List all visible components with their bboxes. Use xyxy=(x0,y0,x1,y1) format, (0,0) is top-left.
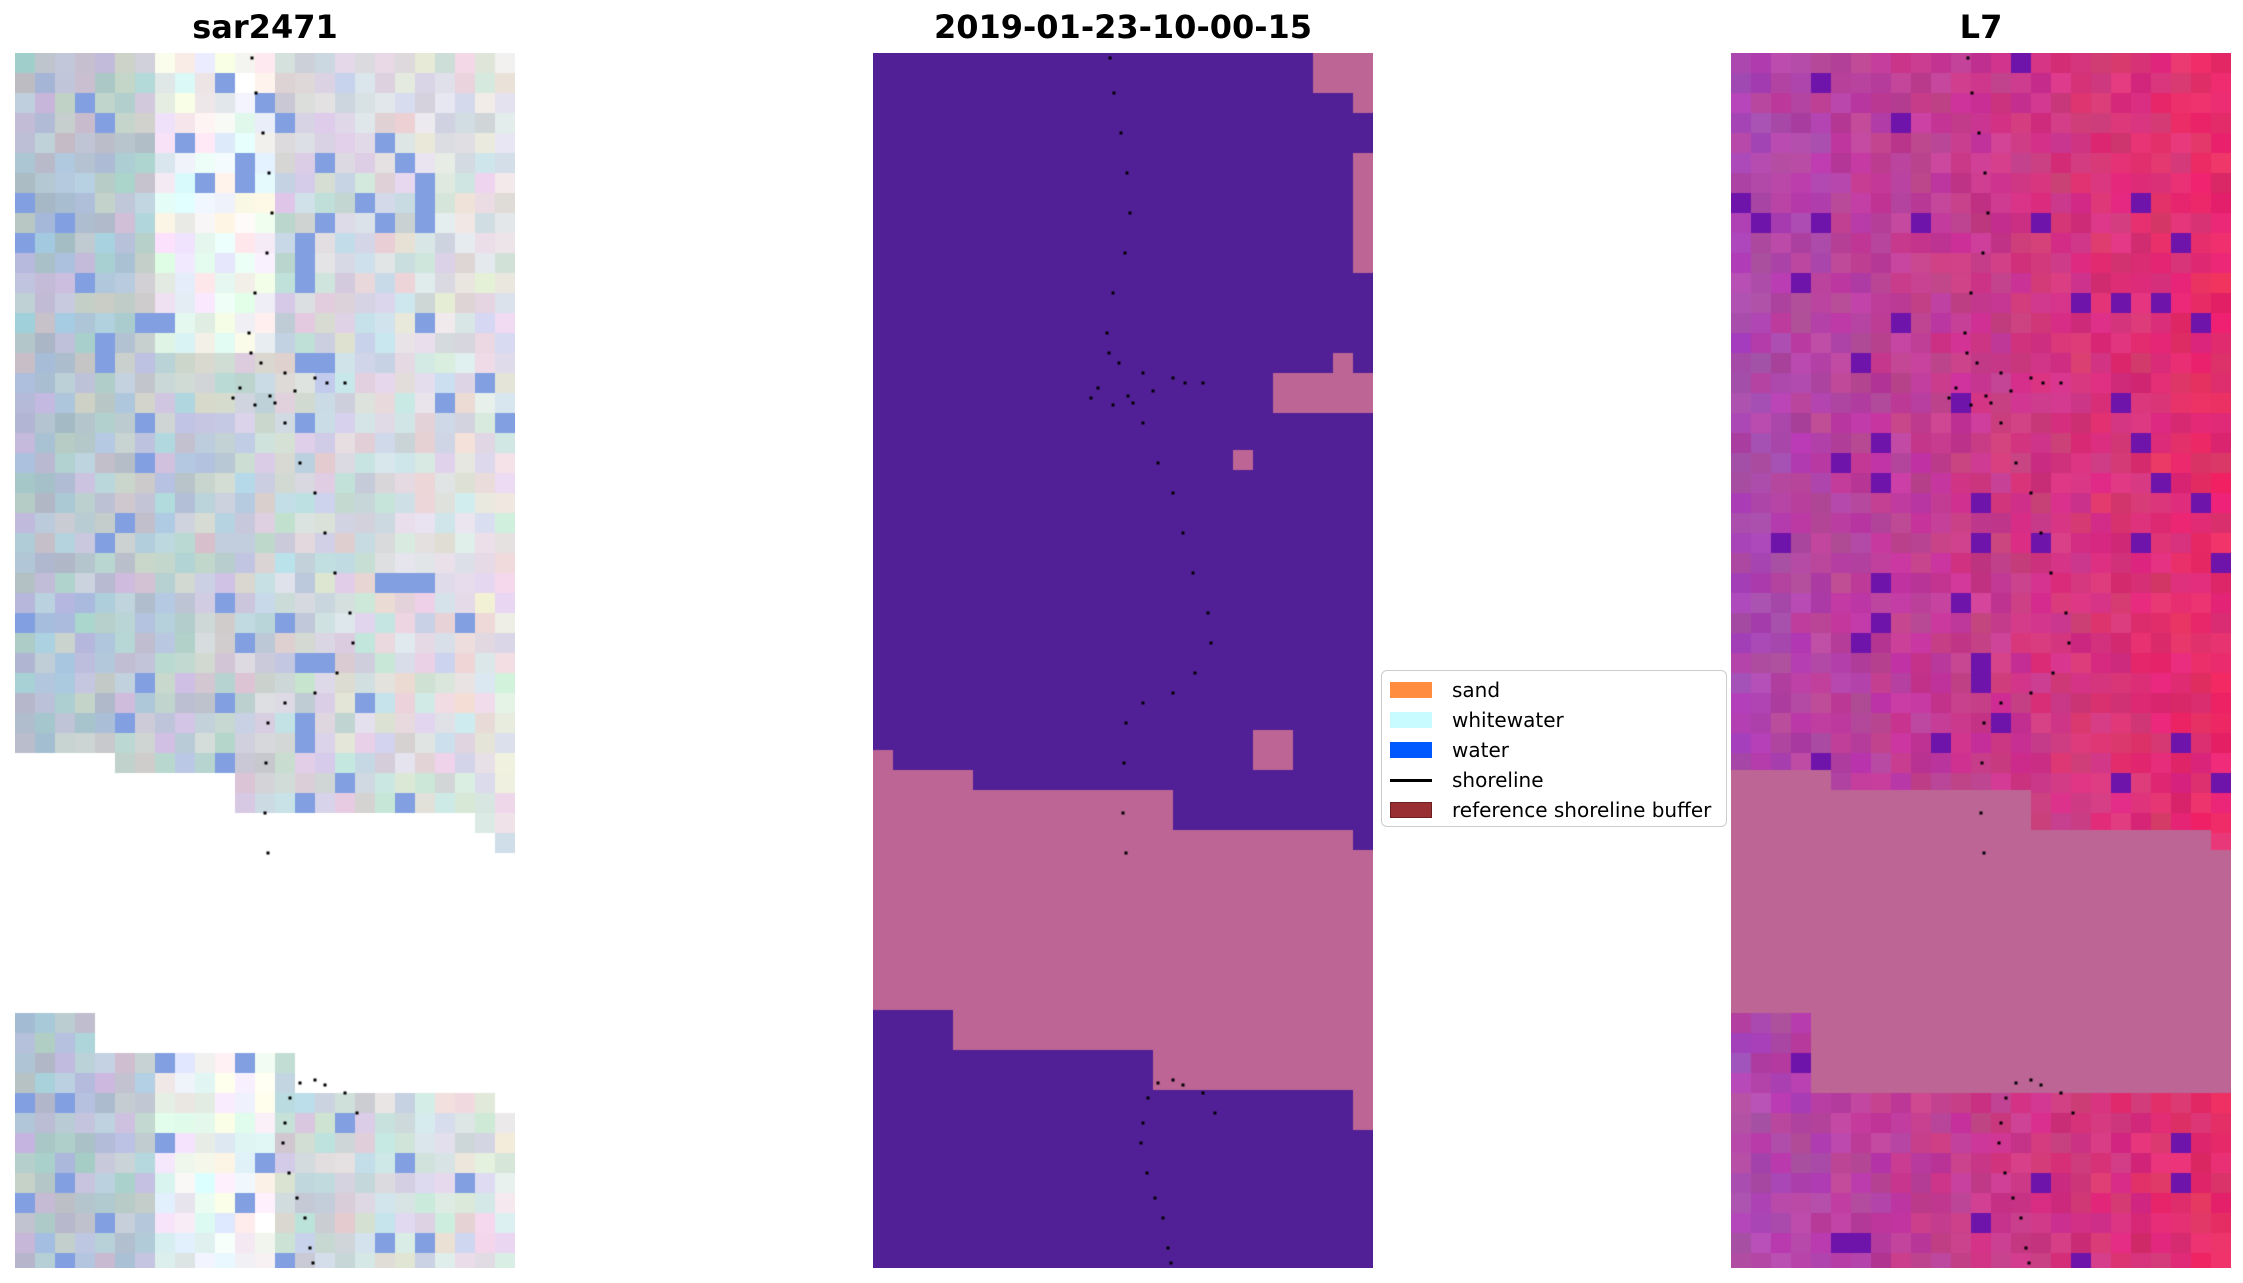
index-image xyxy=(1731,53,2231,1268)
rgb-image-panel xyxy=(15,53,515,1268)
legend-item-water: water xyxy=(1390,737,1509,763)
panel-title-classification: 2019-01-23-10-00-15 xyxy=(933,8,1313,46)
legend-label-sand: sand xyxy=(1452,678,1501,702)
classification-panel xyxy=(873,53,1373,1268)
panel-title-index: L7 xyxy=(1959,8,2003,46)
legend-item-whitewater: whitewater xyxy=(1390,707,1564,733)
legend-swatch-sand xyxy=(1390,682,1432,698)
legend-swatch-whitewater xyxy=(1390,712,1432,728)
legend-label-whitewater: whitewater xyxy=(1452,708,1564,732)
legend-item-shoreline: shoreline xyxy=(1390,767,1544,793)
legend-swatch-water xyxy=(1390,742,1432,758)
rgb-image xyxy=(15,53,515,1268)
legend-line-shoreline xyxy=(1390,778,1432,782)
index-image-panel xyxy=(1731,53,2231,1268)
legend-item-sand: sand xyxy=(1390,677,1500,703)
classification-image xyxy=(873,53,1373,1268)
panel-title-rgb: sar2471 xyxy=(192,8,338,46)
legend-label-reference-buffer: reference shoreline buffer xyxy=(1452,798,1712,822)
legend-label-water: water xyxy=(1452,738,1509,762)
legend-item-reference-buffer: reference shoreline buffer xyxy=(1390,797,1711,823)
legend-swatch-reference-buffer xyxy=(1390,802,1432,818)
legend-label-shoreline: shoreline xyxy=(1452,768,1544,792)
legend: sand whitewater water shoreline referenc… xyxy=(1381,670,1727,827)
